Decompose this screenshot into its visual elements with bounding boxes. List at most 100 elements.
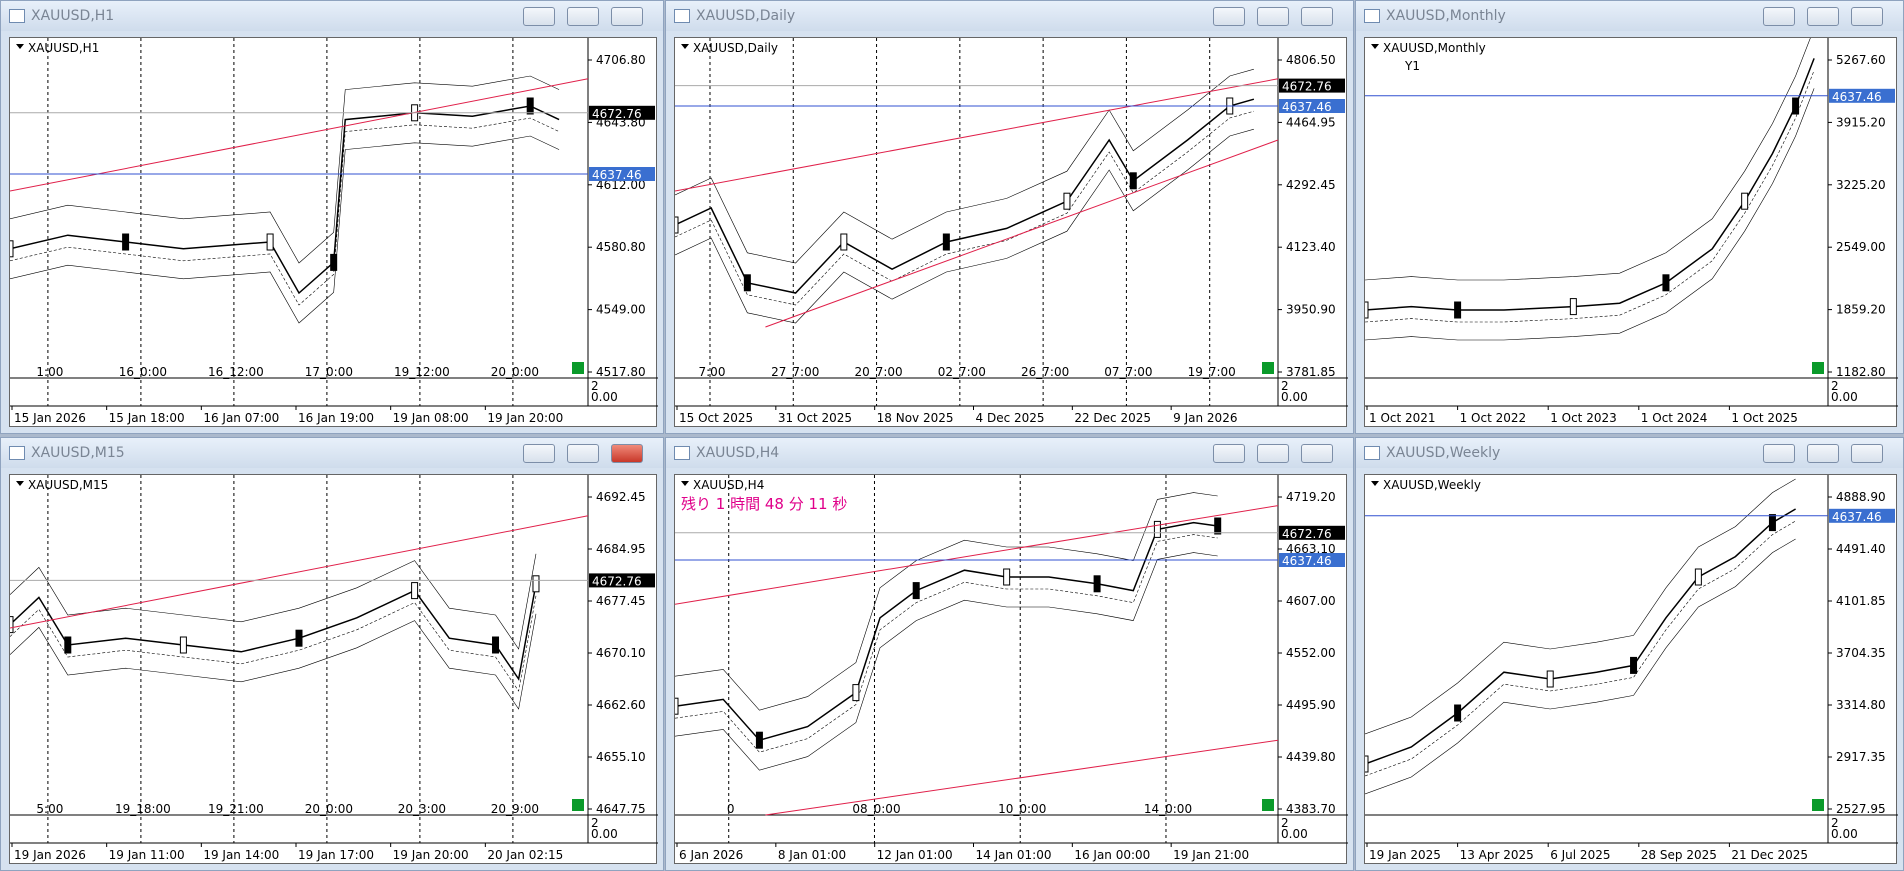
price-label: 4806.50 (1286, 53, 1336, 67)
time-label: 16 Jan 19:00 (298, 411, 374, 425)
candle (1768, 514, 1776, 532)
time-label: 31 Oct 2025 (778, 411, 852, 425)
price-label: 4495.90 (1286, 698, 1336, 712)
close-button[interactable] (611, 7, 643, 26)
maximize-button[interactable] (1257, 444, 1289, 463)
candle (671, 216, 679, 234)
candle (122, 233, 130, 251)
candle (266, 233, 274, 251)
trend-line (674, 78, 1279, 192)
symbol-label: XAUUSD,H4 (693, 478, 764, 492)
time-label: 16 Jan 07:00 (203, 411, 279, 425)
separator-label: 19_12:00 (394, 365, 450, 379)
candle (492, 636, 500, 654)
chart-area: XAUUSD,Weekly 4888.90 4491.40 4101.85 3704.3… (1361, 474, 1898, 864)
indicator-label: 2 (1831, 379, 1839, 393)
band-lower (674, 552, 1218, 771)
status-icon (1812, 799, 1824, 811)
price-label: 3781.85 (1286, 365, 1336, 379)
price-line (674, 98, 1255, 294)
separator-label: 10_0:00 (998, 802, 1046, 816)
trend-line (765, 739, 1279, 816)
chart-window: XAUUSD,M15 XAUUSD,M15 5:00 19_18:00 19_21:00… (0, 437, 664, 871)
title-bar: XAUUSD,M15 (1, 438, 663, 468)
candle (526, 97, 534, 115)
window-title: XAUUSD,Weekly (1386, 445, 1501, 461)
band-lower (1364, 88, 1815, 341)
time-label: 19 Jan 21:00 (1173, 848, 1249, 862)
candle (1153, 520, 1161, 538)
chart-area: XAUUSD,M15 5:00 19_18:00 19_21:00 20_0:00 20_… (6, 474, 658, 864)
close-button[interactable] (1301, 444, 1333, 463)
price-tag-bg (1829, 88, 1895, 103)
price-label: 4439.80 (1286, 750, 1336, 764)
symbol-arrow (1371, 481, 1379, 486)
candle (1454, 301, 1462, 319)
symbol-label: XAUUSD,H1 (28, 41, 99, 55)
window-title: XAUUSD,Daily (696, 8, 796, 24)
time-label: 15 Jan 2026 (14, 411, 86, 425)
price-tag-bg (1279, 78, 1345, 93)
close-button[interactable] (1851, 444, 1883, 463)
price-line (674, 521, 1218, 742)
close-button[interactable] (1301, 7, 1333, 26)
chart-canvas: XAUUSD,M15 5:00 19_18:00 19_21:00 20_0:00 20_… (6, 475, 658, 862)
maximize-button[interactable] (567, 7, 599, 26)
price-label: 3314.80 (1836, 698, 1886, 712)
indicator-label: 2 (591, 379, 599, 393)
maximize-button[interactable] (1807, 444, 1839, 463)
minimize-button[interactable] (1763, 7, 1795, 26)
minimize-button[interactable] (1763, 444, 1795, 463)
minimize-button[interactable] (1213, 444, 1245, 463)
minimize-button[interactable] (523, 7, 555, 26)
band-lower (9, 135, 560, 324)
symbol-arrow (16, 481, 24, 486)
chart-area: XAUUSD,H1 1:00 16_0:00 16_12:00 17_0:00 19_12… (6, 37, 658, 427)
band-upper (674, 492, 1218, 711)
price-label: 3915.20 (1836, 115, 1886, 129)
candle (179, 636, 187, 654)
candle (330, 253, 338, 271)
chart-canvas: XAUUSD,Monthly Y1 5267.60 3915.20 3225.20 254… (1361, 28, 1898, 425)
title-bar: XAUUSD,H1 (1, 1, 663, 31)
maximize-button[interactable] (1807, 7, 1839, 26)
window-title: XAUUSD,H1 (31, 8, 115, 24)
separator-label: 16_12:00 (208, 365, 264, 379)
time-label: 1 Oct 2022 (1460, 411, 1527, 425)
band-lower (9, 613, 537, 710)
moving-average (9, 117, 560, 306)
status-icon (572, 799, 584, 811)
chart-canvas: XAUUSD,H1 1:00 16_0:00 16_12:00 17_0:00 19_12… (6, 38, 658, 425)
symbol-arrow (1371, 44, 1379, 49)
minimize-button[interactable] (523, 444, 555, 463)
period-badge: Y1 (1404, 59, 1420, 73)
timer-annotation: 残り 1 時間 48 分 11 秒 (681, 495, 847, 513)
separator-label: 19_18:00 (115, 802, 171, 816)
close-button[interactable] (1851, 7, 1883, 26)
time-label: 9 Jan 2026 (1173, 411, 1237, 425)
time-label: 1 Oct 2023 (1550, 411, 1617, 425)
trend-line (9, 78, 589, 192)
time-label: 16 Jan 00:00 (1074, 848, 1150, 862)
price-label: 4464.95 (1286, 115, 1336, 129)
maximize-button[interactable] (1257, 7, 1289, 26)
indicator-label: 2 (591, 816, 599, 830)
indicator-label: 2 (1281, 379, 1289, 393)
time-label: 6 Jan 2026 (679, 848, 743, 862)
minimize-button[interactable] (1213, 7, 1245, 26)
maximize-button[interactable] (567, 444, 599, 463)
price-label: 4684.95 (596, 542, 646, 556)
price-label: 3704.35 (1836, 646, 1886, 660)
candle (295, 629, 303, 647)
chart-area: XAUUSD,Daily 7:00 27_7:00 20_7:00 02_7:00 26_… (671, 37, 1348, 427)
candle (1662, 274, 1670, 292)
close-button[interactable] (611, 444, 643, 463)
price-label: 4719.20 (1286, 490, 1336, 504)
window-icon (9, 9, 25, 23)
indicator-label: 0.00 (591, 827, 618, 841)
window-icon (1364, 9, 1380, 23)
separator-label: 19_7:00 (1188, 365, 1236, 379)
time-label: 21 Dec 2025 (1731, 848, 1808, 862)
time-label: 14 Jan 01:00 (976, 848, 1052, 862)
